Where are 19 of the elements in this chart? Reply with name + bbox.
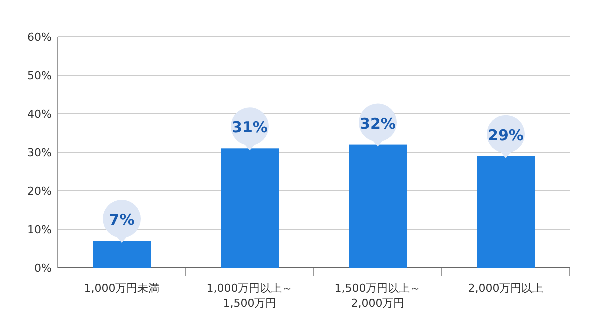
bar: [477, 156, 535, 268]
data-label: 32%: [360, 114, 396, 133]
y-tick-label: 50%: [28, 70, 52, 82]
y-tick-label: 10%: [28, 224, 52, 236]
y-tick-label: 40%: [28, 108, 52, 121]
bar: [349, 144, 407, 268]
x-tick-label: 1,000万円以上～1,500万円: [206, 282, 294, 310]
y-tick-label: 0%: [34, 262, 52, 275]
bar: [221, 148, 279, 268]
bar: [93, 241, 151, 268]
y-tick-label: 20%: [28, 185, 52, 198]
data-label: 31%: [232, 118, 268, 137]
y-tick-label: 30%: [28, 146, 52, 160]
data-label: 7%: [109, 211, 135, 230]
x-tick-label: 1,500万円以上～2,000万円: [334, 282, 422, 310]
y-tick-label: 60%: [28, 31, 52, 44]
x-tick-label: 2,000万円以上: [468, 282, 544, 295]
data-label: 29%: [488, 126, 524, 144]
x-tick-label: 1,000万円未満: [84, 282, 160, 295]
